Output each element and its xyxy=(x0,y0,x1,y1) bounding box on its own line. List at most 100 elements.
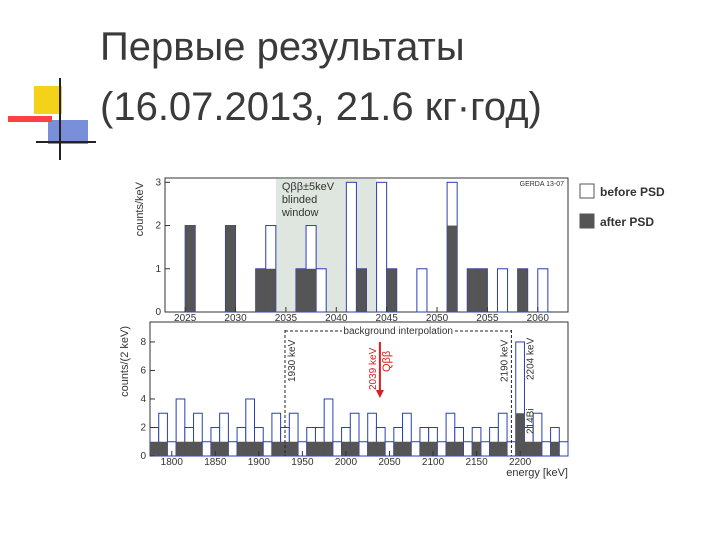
y-tick-label: 6 xyxy=(140,365,146,376)
bar xyxy=(201,441,212,457)
bar xyxy=(410,441,421,457)
bar xyxy=(289,441,299,456)
bar xyxy=(386,268,397,312)
x-tick-label: 1900 xyxy=(248,457,271,468)
bar xyxy=(515,413,525,456)
bar xyxy=(517,268,528,312)
x-tick-label: 2030 xyxy=(224,313,247,324)
bar xyxy=(496,268,509,313)
bar xyxy=(376,181,388,313)
bar xyxy=(416,268,428,313)
bar xyxy=(524,441,534,456)
bar xyxy=(480,441,491,457)
bar xyxy=(447,225,458,312)
bar xyxy=(324,441,333,456)
bar xyxy=(184,441,194,456)
y-tick-label: 8 xyxy=(140,337,146,348)
bar xyxy=(245,441,255,456)
bar xyxy=(158,441,168,456)
bar xyxy=(345,181,357,313)
bar xyxy=(402,441,412,456)
bar xyxy=(185,225,196,312)
x-tick-label: 2035 xyxy=(275,313,298,324)
bar xyxy=(489,441,499,456)
y-tick-label: 1 xyxy=(155,264,161,275)
bar xyxy=(454,441,464,456)
y-tick-label: 0 xyxy=(155,307,161,318)
legend-swatch xyxy=(579,213,595,229)
annotation: 2204 keV xyxy=(526,337,537,380)
deco-square xyxy=(48,120,88,144)
bar xyxy=(419,441,429,456)
annotation: 2039 keV xyxy=(368,347,379,390)
bar xyxy=(210,441,220,456)
bar xyxy=(254,441,264,456)
deco-square xyxy=(34,86,62,114)
legend-label: after PSD xyxy=(600,215,654,229)
annotation: window xyxy=(281,207,319,219)
bar xyxy=(341,441,351,456)
q-arrow-head xyxy=(375,390,384,398)
annotation: Qββ±5keV xyxy=(282,181,335,193)
bar xyxy=(295,268,307,312)
y-tick-label: 3 xyxy=(155,177,161,188)
y-tick-label: 4 xyxy=(140,394,146,405)
x-tick-label: 2055 xyxy=(476,313,499,324)
annotation: 214Bi xyxy=(526,408,537,434)
bar xyxy=(356,268,367,312)
bar xyxy=(237,441,246,456)
x-tick-label: 1800 xyxy=(161,457,184,468)
bar xyxy=(315,441,325,456)
bar xyxy=(315,268,327,313)
x-tick-label: 2200 xyxy=(509,457,532,468)
bar xyxy=(506,441,517,457)
bar xyxy=(558,441,569,457)
annotation: Qββ xyxy=(381,351,393,372)
x-tick-label: 2040 xyxy=(325,313,348,324)
y-tick-label: 0 xyxy=(140,451,146,462)
bar xyxy=(358,441,369,457)
slide-title: (16.07.2013, 21.6 кг·год) xyxy=(100,85,542,129)
x-tick-label: 2050 xyxy=(378,457,401,468)
bar xyxy=(393,441,403,456)
bar xyxy=(227,441,238,457)
legend-label: before PSD xyxy=(600,185,665,199)
bar xyxy=(537,268,549,313)
bar xyxy=(472,441,481,456)
annotation: background interpolation xyxy=(343,326,453,337)
chart-tag: GERDA 13-07 xyxy=(520,181,564,188)
bar xyxy=(225,225,236,312)
bar xyxy=(467,268,478,312)
x-tick-label: 2000 xyxy=(335,457,358,468)
bar xyxy=(428,441,438,456)
bar xyxy=(498,441,508,456)
y-tick-label: 2 xyxy=(155,221,161,232)
x-tick-label: 2025 xyxy=(174,313,197,324)
annotation: 1930 keV xyxy=(287,339,298,382)
x-tick-label: 1850 xyxy=(204,457,227,468)
x-tick-label: 2045 xyxy=(376,313,399,324)
bar xyxy=(193,441,203,456)
slide-title: Первые результаты xyxy=(100,25,465,69)
bar xyxy=(350,441,359,456)
x-axis-label: energy [keV] xyxy=(506,467,568,479)
bar xyxy=(436,441,447,457)
bar xyxy=(446,441,455,456)
bar xyxy=(550,441,560,456)
bar xyxy=(463,441,473,457)
bar xyxy=(367,441,377,456)
bar xyxy=(280,441,290,456)
bar xyxy=(477,268,488,312)
deco-bar xyxy=(8,116,52,122)
bar xyxy=(376,441,386,456)
x-tick-label: 2150 xyxy=(465,457,488,468)
bar xyxy=(265,268,276,312)
bar xyxy=(306,268,317,312)
bar xyxy=(541,441,552,457)
bar xyxy=(262,441,273,457)
x-tick-label: 2050 xyxy=(426,313,449,324)
y-tick-label: 2 xyxy=(140,422,146,433)
y-axis-label: counts/(2 keV) xyxy=(119,326,131,397)
bar xyxy=(271,441,281,456)
